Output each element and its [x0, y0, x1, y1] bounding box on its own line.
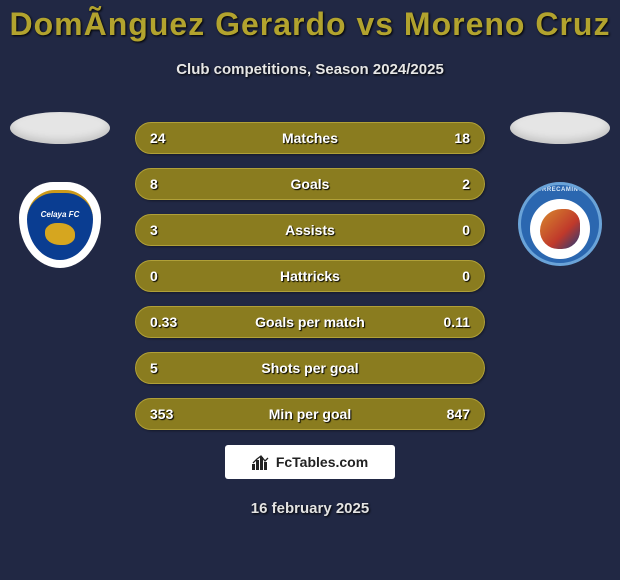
stat-left-value: 8: [150, 176, 190, 192]
right-player-column: CORRECAMINOS: [510, 112, 610, 266]
stat-row-assists: 3 Assists 0: [135, 214, 485, 246]
stat-right-value: 2: [430, 176, 470, 192]
stat-left-value: 5: [150, 360, 190, 376]
stat-label: Goals per match: [190, 314, 430, 330]
page-title: DomÃ­nguez Gerardo vs Moreno Cruz: [0, 0, 620, 43]
club-logo-right: CORRECAMINOS: [518, 182, 602, 266]
left-player-column: Celaya FC: [10, 112, 110, 268]
stat-row-goals: 8 Goals 2: [135, 168, 485, 200]
stat-row-matches: 24 Matches 18: [135, 122, 485, 154]
fctables-brand-text: FcTables.com: [276, 454, 368, 470]
stat-left-value: 0.33: [150, 314, 190, 330]
bull-icon: [45, 223, 75, 245]
stat-row-goals-per-match: 0.33 Goals per match 0.11: [135, 306, 485, 338]
correcaminos-inner-icon: [530, 199, 590, 259]
stat-row-shots-per-goal: 5 Shots per goal: [135, 352, 485, 384]
fctables-logo[interactable]: FcTables.com: [225, 445, 395, 479]
stat-label: Matches: [190, 130, 430, 146]
correcaminos-ring-text: CORRECAMINOS: [521, 187, 599, 193]
stat-right-value: 0.11: [430, 314, 470, 330]
roadrunner-icon: [540, 209, 580, 249]
stat-label: Assists: [190, 222, 430, 238]
celaya-shield-icon: Celaya FC: [27, 190, 93, 260]
stat-label: Min per goal: [190, 406, 430, 422]
stat-left-value: 353: [150, 406, 190, 422]
stats-container: 24 Matches 18 8 Goals 2 3 Assists 0 0 Ha…: [135, 122, 485, 444]
stat-label: Shots per goal: [190, 360, 430, 376]
subtitle: Club competitions, Season 2024/2025: [0, 61, 620, 78]
club-logo-left: Celaya FC: [19, 182, 101, 268]
stat-left-value: 24: [150, 130, 190, 146]
celaya-logo-text: Celaya FC: [41, 210, 80, 219]
stat-label: Goals: [190, 176, 430, 192]
player-photo-placeholder-right: [510, 112, 610, 144]
stat-right-value: 847: [430, 406, 470, 422]
stat-left-value: 0: [150, 268, 190, 284]
bar-chart-icon: [252, 454, 270, 470]
stat-right-value: 18: [430, 130, 470, 146]
stat-row-hattricks: 0 Hattricks 0: [135, 260, 485, 292]
stat-left-value: 3: [150, 222, 190, 238]
player-photo-placeholder-left: [10, 112, 110, 144]
stat-label: Hattricks: [190, 268, 430, 284]
generation-date: 16 february 2025: [0, 500, 620, 517]
stat-right-value: 0: [430, 268, 470, 284]
stat-row-min-per-goal: 353 Min per goal 847: [135, 398, 485, 430]
stat-right-value: 0: [430, 222, 470, 238]
